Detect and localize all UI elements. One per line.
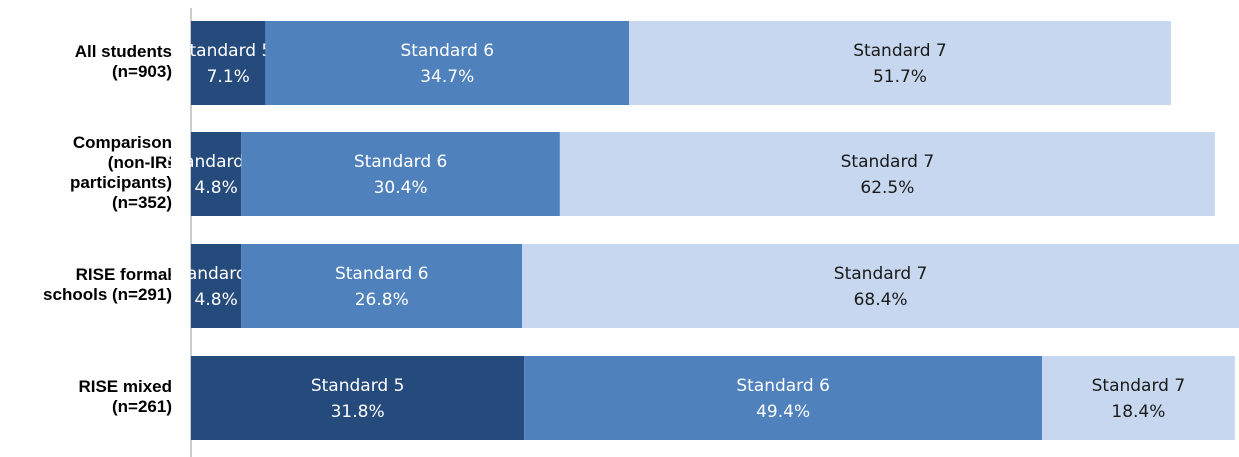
segment-label: Standard 5 [311,376,405,396]
value-label: 26.8% [355,290,409,310]
value-label: 51.7% [873,67,927,87]
category-line: RISE formal [76,265,172,284]
category-line: (non-IRI [108,153,172,172]
segment-label: Standard 6 [400,41,494,61]
segment-label: Standard 5 [169,264,263,284]
category-line: schools (n=291) [43,285,172,304]
segment-label: Standard 7 [853,41,947,61]
value-label: 4.8% [195,178,238,198]
category-line: RISE mixed [78,377,172,396]
bar-segment [241,244,523,328]
category-line: (n=261) [112,397,172,416]
category-label: RISE formal schools (n=291) [43,265,172,304]
bar-segment [191,356,525,440]
category-label: All students (n=903) [75,42,172,81]
segment-label: Standard 7 [1092,376,1186,396]
category-line: All students [75,42,172,61]
bar-segment [522,244,1239,328]
bar-segment [265,21,630,105]
bar-segment [191,132,242,216]
bar-segment [559,132,1215,216]
segment-label: Standard 6 [354,152,448,172]
bar-segment [1041,356,1235,440]
category-line: (n=903) [112,62,172,81]
bar-segment [191,244,242,328]
bar-segment [241,132,560,216]
value-label: 18.4% [1111,402,1165,422]
value-label: 68.4% [854,290,908,310]
value-label: 62.5% [860,178,914,198]
category-line: participants) [70,173,172,192]
segment-label: Standard 6 [736,376,830,396]
bar-segment [629,21,1171,105]
category-label: Comparison (non-IRI participants) (n=352) [70,133,172,212]
value-label: 49.4% [756,402,810,422]
segment-label: Standard 5, [167,152,266,172]
value-label: 34.7% [420,67,474,87]
category-line: Comparison [73,133,172,152]
value-label: 7.1% [207,67,250,87]
segment-label: Standard 6 [335,264,429,284]
segment-label: Standard 5, [179,41,278,61]
segment-label: Standard 7 [834,264,928,284]
value-label: 4.8% [195,290,238,310]
value-label: 31.8% [331,402,385,422]
bar-segment [191,21,266,105]
value-label: 30.4% [374,178,428,198]
segment-label: Standard 7 [841,152,935,172]
category-line: (n=352) [112,193,172,212]
bar-segment [524,356,1042,440]
category-label: RISE mixed (n=261) [78,377,172,416]
